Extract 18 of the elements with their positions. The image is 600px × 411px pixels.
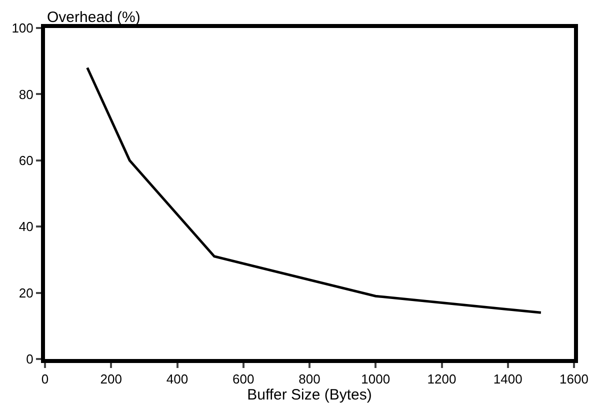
x-tick-label: 200 <box>100 372 122 387</box>
x-tick-label: 1000 <box>361 372 390 387</box>
y-tick-label: 0 <box>26 352 34 367</box>
x-tick-label: 600 <box>232 372 254 387</box>
y-axis-title: Overhead (%) <box>47 9 140 26</box>
y-tick-label: 60 <box>18 152 34 168</box>
y-tick-label: 40 <box>18 219 34 234</box>
x-axis-title: Buffer Size (Bytes) <box>247 386 372 404</box>
y-tick-label: 20 <box>18 285 34 300</box>
line-series <box>86 66 542 314</box>
x-tick-label: 1200 <box>427 372 456 387</box>
x-tick-label: 1400 <box>493 372 522 387</box>
y-tick-label: 100 <box>12 20 34 36</box>
x-tick-label: 400 <box>166 372 188 387</box>
x-tick-label: 0 <box>41 372 49 387</box>
y-tick-label: 80 <box>18 86 34 102</box>
x-tick-label: 1600 <box>560 372 588 387</box>
x-tick-label: 800 <box>298 372 320 387</box>
